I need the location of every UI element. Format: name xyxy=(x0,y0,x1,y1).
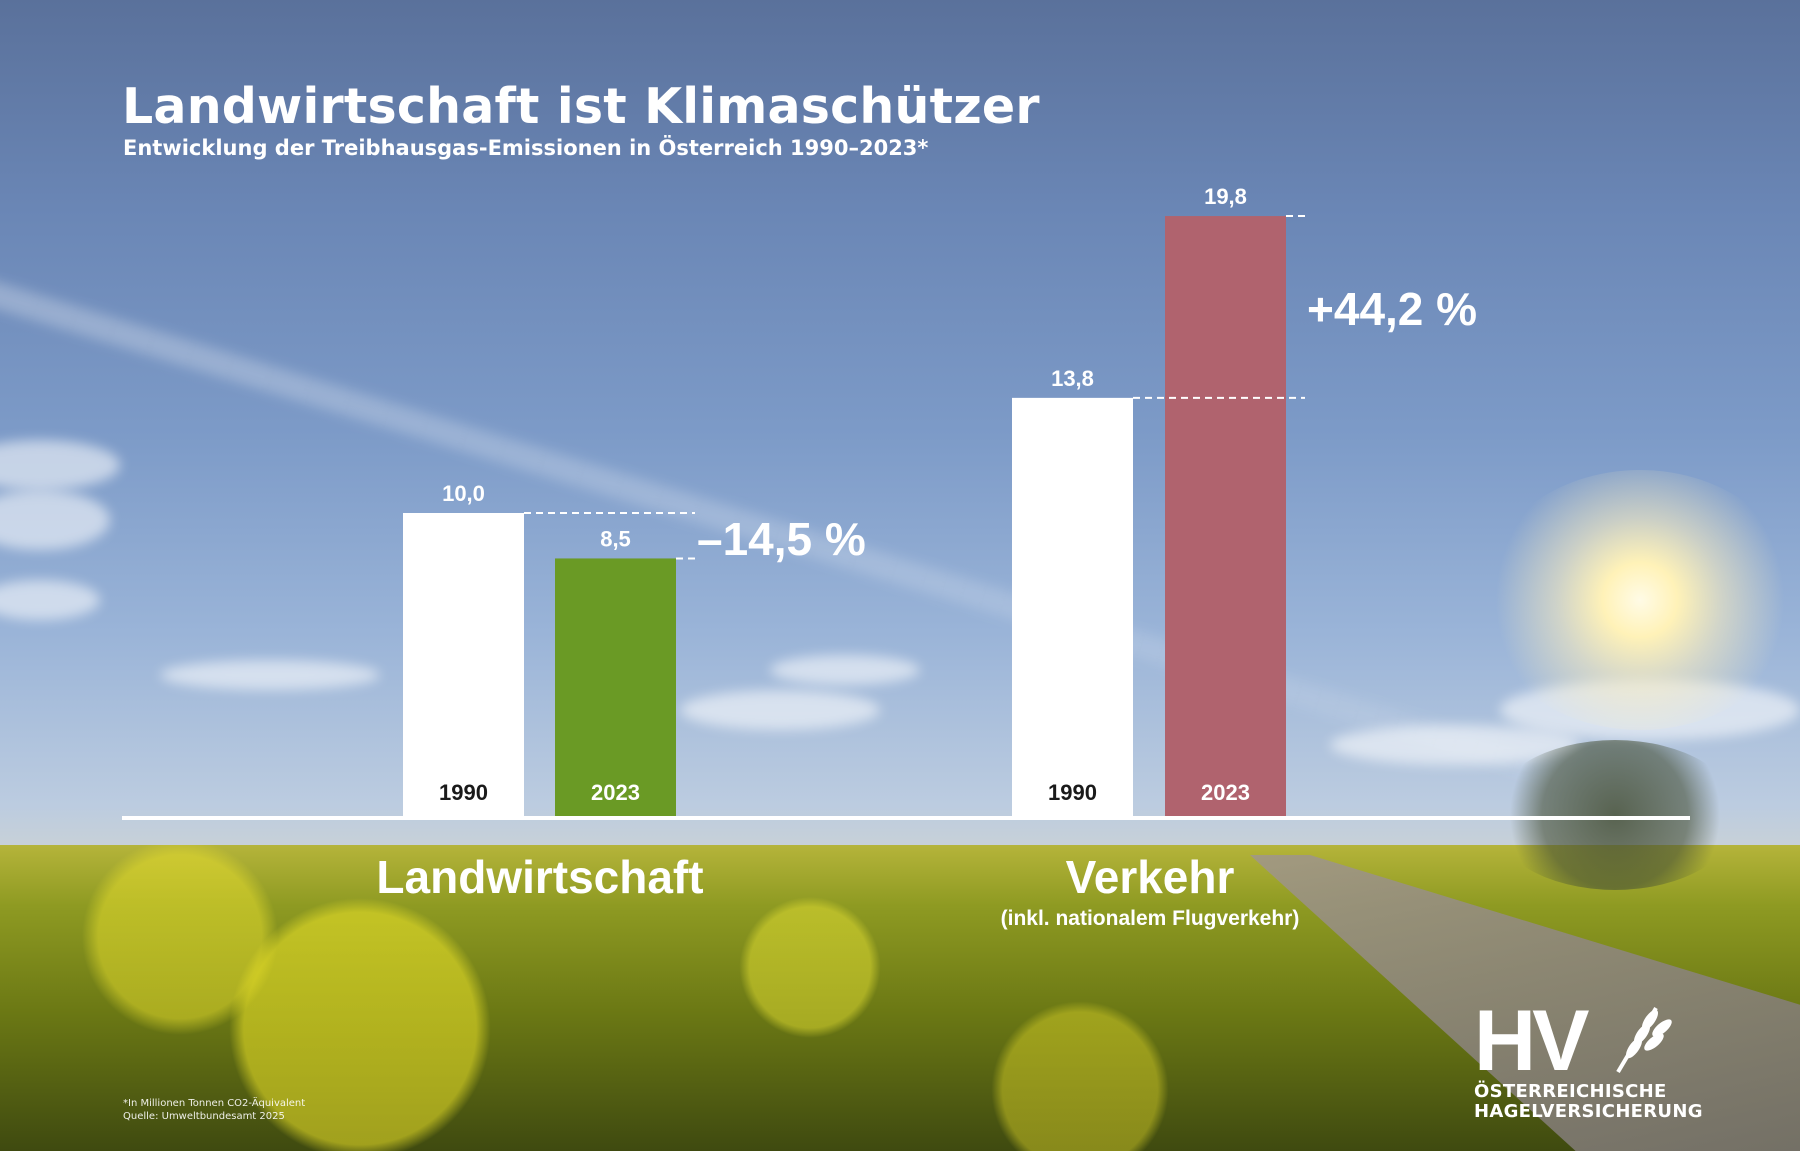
year-label-landwirtschaft-1990: 1990 xyxy=(439,780,488,805)
page-title: Landwirtschaft ist Klimaschützer xyxy=(122,78,1040,135)
change-label-verkehr: +44,2 % xyxy=(1307,283,1477,335)
footnote-unit: *In Millionen Tonnen CO2-Äquivalent xyxy=(123,1098,306,1109)
logo-line-1: ÖSTERREICHISCHE xyxy=(1474,1081,1667,1102)
value-label-verkehr-2023: 19,8 xyxy=(1204,184,1247,209)
cloud xyxy=(0,490,110,550)
change-label-landwirtschaft: –14,5 % xyxy=(697,513,866,565)
bar-verkehr-2023 xyxy=(1165,216,1286,816)
footnote: *In Millionen Tonnen CO2-Äquivalent Quel… xyxy=(123,1097,305,1123)
value-label-verkehr-1990: 13,8 xyxy=(1051,366,1094,391)
value-label-landwirtschaft-2023: 8,5 xyxy=(600,526,631,551)
sun xyxy=(1480,470,1800,730)
logo-initials: HV xyxy=(1474,1000,1589,1076)
logo-line-2: HAGELVERSICHERUNG xyxy=(1474,1101,1703,1122)
cloud xyxy=(770,655,920,685)
cloud xyxy=(680,690,880,730)
page-subtitle: Entwicklung der Treibhausgas-Emissionen … xyxy=(123,136,929,160)
logo-mark: HV xyxy=(1474,1000,1672,1076)
bar-landwirtschaft-2023 xyxy=(555,558,676,816)
cloud xyxy=(160,660,380,690)
year-label-verkehr-2023: 2023 xyxy=(1201,780,1250,805)
tree xyxy=(1490,740,1740,890)
category-sublabel-verkehr: (inkl. nationalem Flugverkehr) xyxy=(1001,907,1300,930)
category-label-verkehr: Verkehr xyxy=(1066,851,1235,903)
value-label-landwirtschaft-1990: 10,0 xyxy=(442,481,485,506)
bar-verkehr-1990 xyxy=(1012,397,1133,816)
footnote-source: Quelle: Umweltbundesamt 2025 xyxy=(123,1111,285,1122)
year-label-landwirtschaft-2023: 2023 xyxy=(591,780,640,805)
year-label-verkehr-1990: 1990 xyxy=(1048,780,1097,805)
category-label-landwirtschaft: Landwirtschaft xyxy=(376,851,703,903)
bar-landwirtschaft-1990 xyxy=(403,513,524,816)
wheat-icon xyxy=(1616,1006,1672,1074)
cloud xyxy=(0,580,100,620)
